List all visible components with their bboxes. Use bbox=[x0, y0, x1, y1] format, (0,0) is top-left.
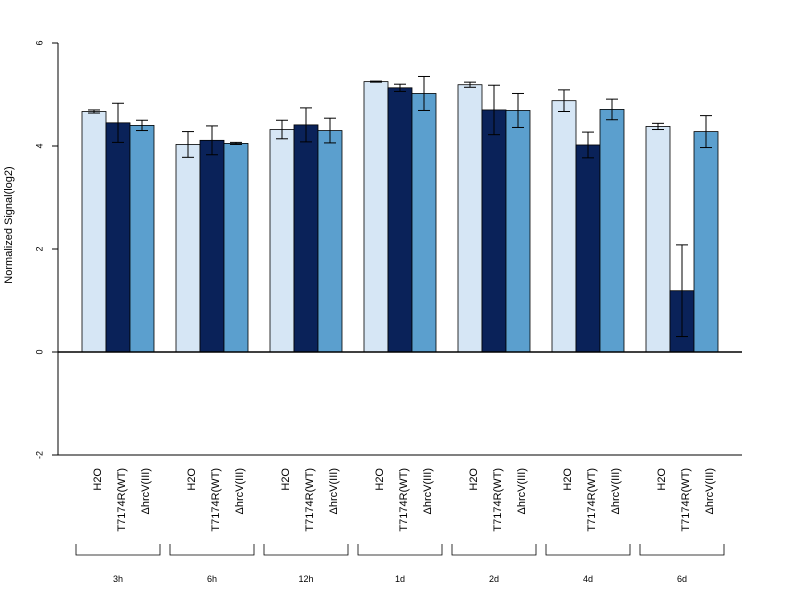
group-label: 6h bbox=[207, 574, 217, 584]
bar bbox=[105, 122, 131, 353]
group-bracket bbox=[75, 544, 161, 556]
y-tick-label: 2 bbox=[34, 246, 44, 251]
group-bracket bbox=[451, 544, 537, 556]
bar bbox=[693, 131, 719, 353]
bar bbox=[317, 130, 343, 353]
group-label: 4d bbox=[583, 574, 593, 584]
group-bracket bbox=[357, 544, 443, 556]
bar bbox=[387, 87, 413, 353]
x-tick-label: ΔhrcV(III) bbox=[704, 468, 716, 514]
x-tick-label: H2O bbox=[562, 468, 574, 491]
group-bracket bbox=[639, 544, 725, 556]
bar bbox=[81, 111, 107, 353]
x-tick-label: H2O bbox=[186, 468, 198, 491]
bar bbox=[175, 144, 201, 353]
y-axis-label: Normalized Signal(log2) bbox=[3, 166, 15, 283]
group-bracket bbox=[169, 544, 255, 556]
x-tick-label: T7174R(WT) bbox=[586, 468, 598, 532]
x-tick-label: ΔhrcV(III) bbox=[516, 468, 528, 514]
x-tick-label: ΔhrcV(III) bbox=[328, 468, 340, 514]
bar bbox=[293, 124, 319, 353]
y-tick-label: 6 bbox=[34, 40, 44, 45]
group-bracket bbox=[545, 544, 631, 556]
x-tick-label: H2O bbox=[92, 468, 104, 491]
x-tick-label: T7174R(WT) bbox=[116, 468, 128, 532]
x-labels: H2O T7174R(WT) ΔhrcV(III) 3h H2O T7174R(WT) Δh… bbox=[75, 468, 725, 584]
x-tick-label: H2O bbox=[468, 468, 480, 491]
bar bbox=[129, 125, 155, 353]
group-label: 6d bbox=[677, 574, 687, 584]
y-tick-label: 4 bbox=[34, 143, 44, 148]
group-label: 1d bbox=[395, 574, 405, 584]
bar bbox=[223, 143, 249, 353]
y-axis: -2 0 2 4 6 bbox=[34, 40, 59, 459]
bar bbox=[199, 139, 225, 353]
bar bbox=[411, 93, 437, 353]
group-label: 12h bbox=[298, 574, 313, 584]
bar bbox=[645, 126, 671, 353]
x-tick-label: H2O bbox=[656, 468, 668, 491]
bars bbox=[81, 81, 719, 353]
bar bbox=[505, 110, 531, 353]
error-bars bbox=[88, 75, 712, 338]
y-tick-label: 0 bbox=[34, 349, 44, 354]
group-label: 3h bbox=[113, 574, 123, 584]
bar bbox=[269, 129, 295, 353]
x-tick-label: ΔhrcV(III) bbox=[234, 468, 246, 514]
x-tick-label: T7174R(WT) bbox=[210, 468, 222, 532]
y-tick-label: -2 bbox=[34, 451, 44, 459]
x-tick-label: T7174R(WT) bbox=[680, 468, 692, 532]
bar bbox=[599, 109, 625, 353]
x-tick-label: T7174R(WT) bbox=[304, 468, 316, 532]
bar bbox=[481, 109, 507, 353]
x-tick-label: ΔhrcV(III) bbox=[422, 468, 434, 514]
x-tick-label: T7174R(WT) bbox=[492, 468, 504, 532]
group-bracket bbox=[263, 544, 349, 556]
bar bbox=[363, 81, 389, 353]
x-tick-label: H2O bbox=[374, 468, 386, 491]
x-tick-label: T7174R(WT) bbox=[398, 468, 410, 532]
x-tick-label: H2O bbox=[280, 468, 292, 491]
x-tick-label: ΔhrcV(III) bbox=[610, 468, 622, 514]
group-label: 2d bbox=[489, 574, 499, 584]
bar bbox=[575, 144, 601, 353]
bar bbox=[457, 84, 483, 353]
bar bbox=[551, 100, 577, 353]
x-tick-label: ΔhrcV(III) bbox=[140, 468, 152, 514]
